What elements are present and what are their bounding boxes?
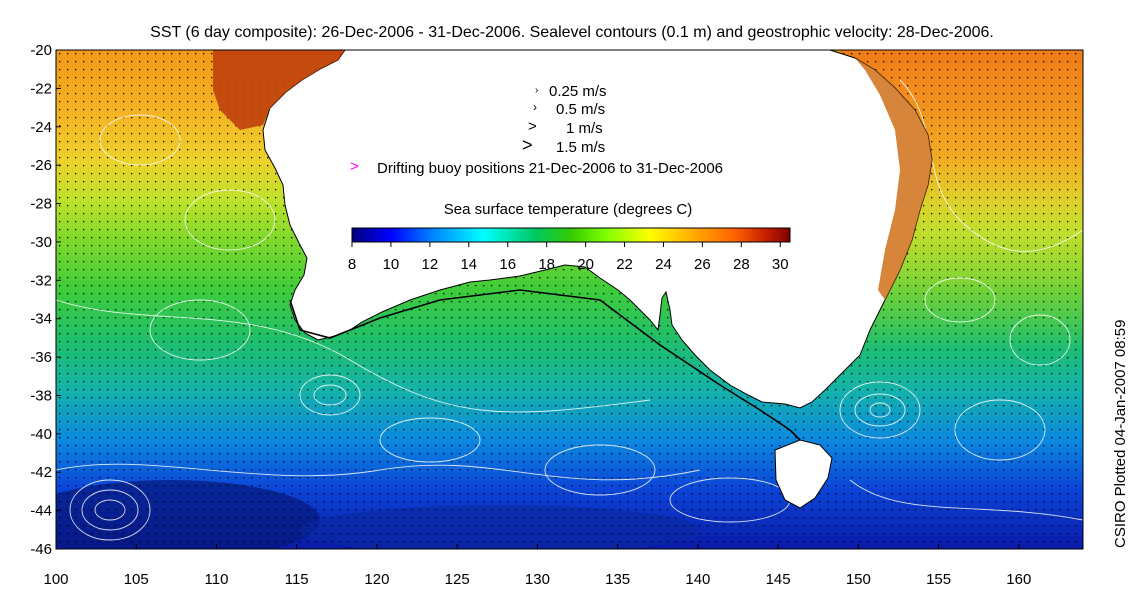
colorbar-tick-label: 24	[655, 256, 672, 273]
buoy-legend-label: Drifting buoy positions 21-Dec-2006 to 3…	[377, 160, 723, 177]
colorbar-tick-label: 28	[733, 256, 750, 273]
lon-tick-label: 130	[525, 571, 550, 588]
vector-arrow-icon: ›	[533, 100, 537, 114]
map-area	[56, 50, 1083, 549]
latitude-axis: -20 -22 -24 -26 -28 -30 -32 -34 -36 -38 -40 -42 -44 -…	[30, 42, 61, 558]
buoy-marker-icon: >	[350, 158, 359, 175]
lon-tick-label: 145	[766, 571, 791, 588]
colorbar-tick-label: 10	[383, 256, 400, 273]
lon-tick-label: 120	[364, 571, 389, 588]
colorbar-tick-label: 12	[422, 256, 439, 273]
lon-tick-label: 155	[926, 571, 951, 588]
sealevel-contours	[56, 79, 1083, 541]
lat-tick-label: -38	[30, 387, 52, 404]
colorbar-tick-label: 18	[538, 256, 555, 273]
east-coast-land	[855, 58, 932, 300]
lat-tick-label: -42	[30, 464, 52, 481]
velocity-scale-label: 0.5 m/s	[556, 101, 605, 118]
northwest-land-hot	[213, 50, 345, 130]
continental-shelf-contour	[289, 289, 801, 441]
lon-tick-label: 100	[43, 571, 68, 588]
velocity-scale-label: 1 m/s	[566, 120, 603, 137]
colorbar-title: Sea surface temperature (degrees C)	[444, 201, 692, 218]
lat-tick-label: -40	[30, 426, 52, 443]
lon-tick-label: 125	[445, 571, 470, 588]
plot-credit-label: CSIRO Plotted 04-Jan-2007 08:59	[1112, 320, 1129, 548]
lon-tick-label: 140	[685, 571, 710, 588]
lat-tick-label: -32	[30, 272, 52, 289]
lat-tick-label: -26	[30, 157, 52, 174]
vector-arrow-icon: >	[522, 135, 533, 155]
colorbar-tick-label: 16	[499, 256, 516, 273]
colorbar-gradient	[351, 227, 791, 243]
lat-tick-label: -46	[30, 541, 52, 558]
lat-tick-label: -24	[30, 119, 52, 136]
vector-arrow-icon: ›	[535, 85, 538, 96]
colorbar-tick-label: 30	[772, 256, 789, 273]
colorbar: Sea surface temperature (degrees C) 8 10 1…	[348, 201, 791, 273]
lon-tick-label: 135	[605, 571, 630, 588]
map-frame	[55, 49, 1084, 550]
longitude-axis: 100 105 110 115 120 125 130 135 140 145 150 155 160	[43, 544, 1031, 588]
lon-tick-label: 160	[1006, 571, 1031, 588]
tasmania	[774, 439, 833, 509]
velocity-scale-label: 1.5 m/s	[556, 139, 605, 156]
colorbar-ticks: 8 10 12 14 16 18 20 22 24 26 28 30	[348, 242, 789, 273]
velocity-legend: › 0.25 m/s › 0.5 m/s > 1 m/s > 1.5 m/s >…	[350, 83, 723, 177]
lon-tick-label: 105	[124, 571, 149, 588]
figure-title: SST (6 day composite): 26-Dec-2006 - 31-…	[150, 24, 994, 41]
colorbar-tick-label: 8	[348, 256, 356, 273]
vector-arrow-icon: >	[528, 118, 537, 135]
lon-tick-label: 110	[205, 571, 229, 588]
lat-tick-label: -22	[30, 80, 52, 97]
lat-tick-label: -28	[30, 196, 52, 213]
velocity-scale-label: 0.25 m/s	[549, 83, 607, 100]
lon-tick-label: 115	[285, 571, 309, 588]
colorbar-tick-label: 26	[694, 256, 711, 273]
lat-tick-label: -20	[30, 42, 52, 59]
lat-tick-label: -44	[30, 503, 52, 520]
lon-tick-label: 150	[846, 571, 871, 588]
lat-tick-label: -34	[30, 311, 52, 328]
colorbar-tick-label: 22	[616, 256, 633, 273]
colorbar-tick-label: 20	[577, 256, 594, 273]
colorbar-tick-label: 14	[460, 256, 477, 273]
lat-tick-label: -36	[30, 349, 52, 366]
lat-tick-label: -30	[30, 234, 52, 251]
